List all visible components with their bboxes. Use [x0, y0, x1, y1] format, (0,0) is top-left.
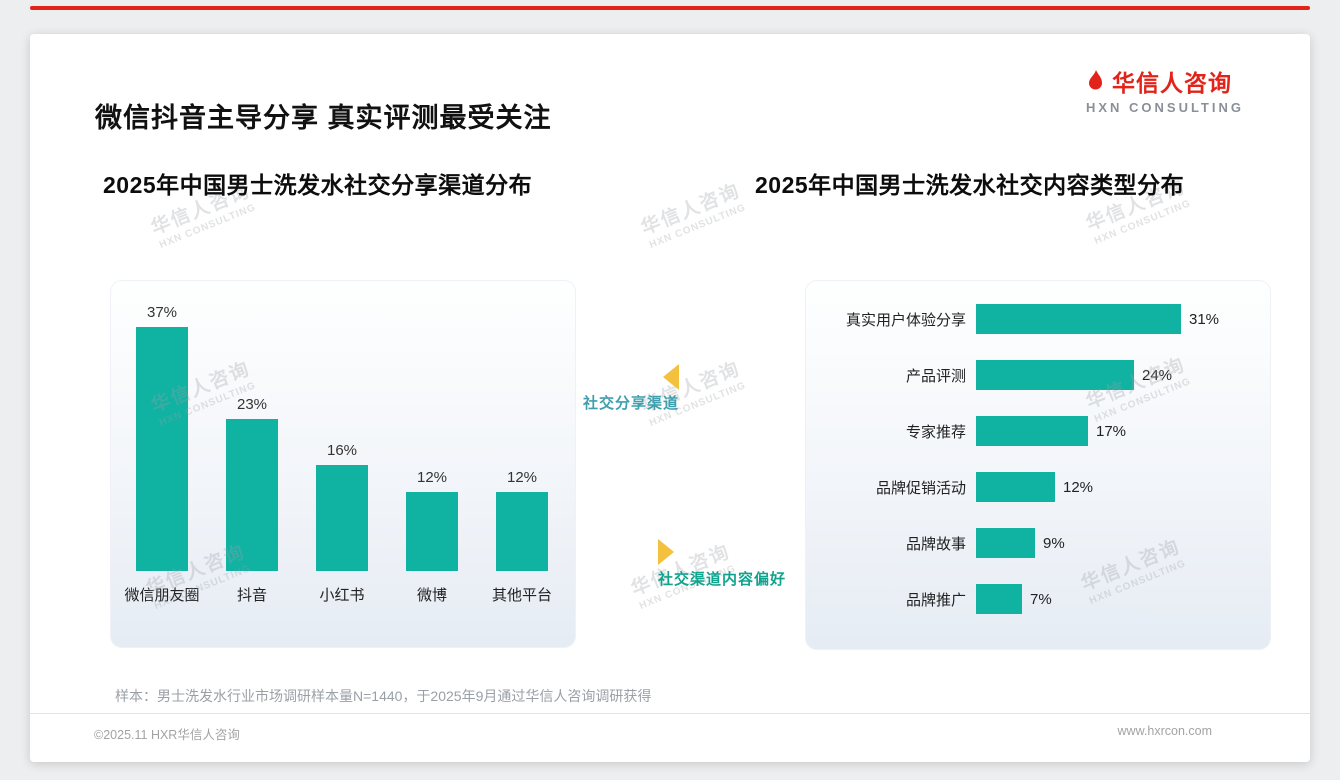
slide-card: 华信人咨询 HXN CONSULTING 华信人咨询 HXN CONSULTING 华信… [30, 34, 1310, 762]
category-label: 其他平台 [491, 587, 552, 604]
footer: ©2025.11 HXR华信人咨询 www.hxrcon.com [30, 713, 1310, 743]
bar [136, 327, 188, 571]
row-value-label: 31% [1189, 310, 1220, 328]
bar-column: 12% [477, 469, 567, 571]
left-chart-panel: 37% 23% 16% 12% 12% 微信朋友圈 抖音 小红书 微博 其他平台 [110, 280, 576, 648]
bar-column: 12% [387, 469, 477, 571]
row-value-label: 12% [1063, 478, 1094, 496]
watermark-line2: HXN CONSULTING [157, 202, 258, 251]
bar-column: 37% [117, 304, 207, 571]
row-value-label: 7% [1030, 590, 1052, 608]
bar [976, 360, 1134, 390]
bar-row: 真实用户体验分享 31% [806, 291, 1270, 347]
share-channel-label: 社交分享渠道 [583, 395, 680, 412]
arrow-right-icon [658, 539, 674, 565]
right-chart-panel: 真实用户体验分享 31% 产品评测 24% 专家推荐 17% 品牌促销活动 12% 品牌故事 9%… [805, 280, 1271, 650]
bar [496, 492, 548, 571]
footer-copyright: ©2025.11 HXR华信人咨询 [94, 728, 240, 742]
row-label: 专家推荐 [905, 423, 966, 441]
row-value-label: 9% [1043, 534, 1065, 552]
bar-value-label: 12% [506, 469, 538, 486]
footer-website: www.hxrcon.com [1117, 724, 1212, 738]
bar [316, 465, 368, 571]
row-label: 品牌促销活动 [875, 479, 966, 497]
bar [976, 304, 1181, 334]
top-accent-line [30, 6, 1310, 10]
bar-column: 16% [297, 442, 387, 571]
watermark-line2: HXN CONSULTING [1092, 198, 1193, 247]
bar [226, 419, 278, 571]
bar-value-label: 37% [146, 304, 178, 321]
logo-flame-icon [1086, 70, 1106, 92]
bar [406, 492, 458, 571]
bar-row: 品牌促销活动 12% [806, 459, 1270, 515]
category-label: 微博 [416, 587, 447, 604]
logo-subtitle: HXN CONSULTING [1085, 100, 1244, 115]
logo-name: 华信人咨询 [1111, 70, 1232, 96]
bar-value-label: 23% [236, 396, 268, 413]
row-value-label: 17% [1096, 422, 1127, 440]
row-label: 品牌推广 [905, 591, 966, 609]
row-label: 产品评测 [905, 367, 966, 385]
bar-row: 专家推荐 17% [806, 403, 1270, 459]
page-title: 微信抖音主导分享 真实评测最受关注 [95, 103, 552, 134]
company-logo: 华信人咨询 HXN CONSULTING [1086, 64, 1244, 115]
content-preference-label: 社交渠道内容偏好 [658, 571, 787, 588]
bar [976, 528, 1035, 558]
right-chart-title: 2025年中国男士洗发水社交内容类型分布 [755, 172, 1185, 198]
bar-row: 产品评测 24% [806, 347, 1270, 403]
left-chart-title: 2025年中国男士洗发水社交分享渠道分布 [103, 172, 533, 198]
watermark-line2: HXN CONSULTING [647, 202, 748, 251]
bar-row: 品牌推广 7% [806, 571, 1270, 627]
arrow-left-icon [663, 364, 679, 390]
category-label: 抖音 [236, 587, 267, 604]
vertical-categories: 微信朋友圈 抖音 小红书 微博 其他平台 [111, 584, 575, 605]
vertical-bars: 37% 23% 16% 12% 12% [111, 281, 575, 571]
watermark: 华信人咨询 HXN CONSULTING [637, 176, 749, 251]
bar [976, 416, 1088, 446]
bar-value-label: 12% [416, 469, 448, 486]
sample-note: 样本：男士洗发水行业市场调研样本量N=1440，于2025年9月通过华信人咨询调… [115, 688, 652, 704]
horizontal-bars: 真实用户体验分享 31% 产品评测 24% 专家推荐 17% 品牌促销活动 12% 品牌故事 9%… [806, 281, 1270, 627]
bar-column: 23% [207, 396, 297, 571]
row-value-label: 24% [1142, 366, 1173, 384]
row-label: 品牌故事 [905, 535, 966, 553]
bar-value-label: 16% [326, 442, 358, 459]
bar-row: 品牌故事 9% [806, 515, 1270, 571]
category-label: 小红书 [319, 587, 365, 604]
category-label: 微信朋友圈 [124, 587, 200, 604]
bar [976, 584, 1022, 614]
watermark-line1: 华信人咨询 [638, 180, 744, 240]
logo-main: 华信人咨询 [1086, 64, 1232, 98]
row-label: 真实用户体验分享 [845, 311, 966, 329]
bar [976, 472, 1055, 502]
